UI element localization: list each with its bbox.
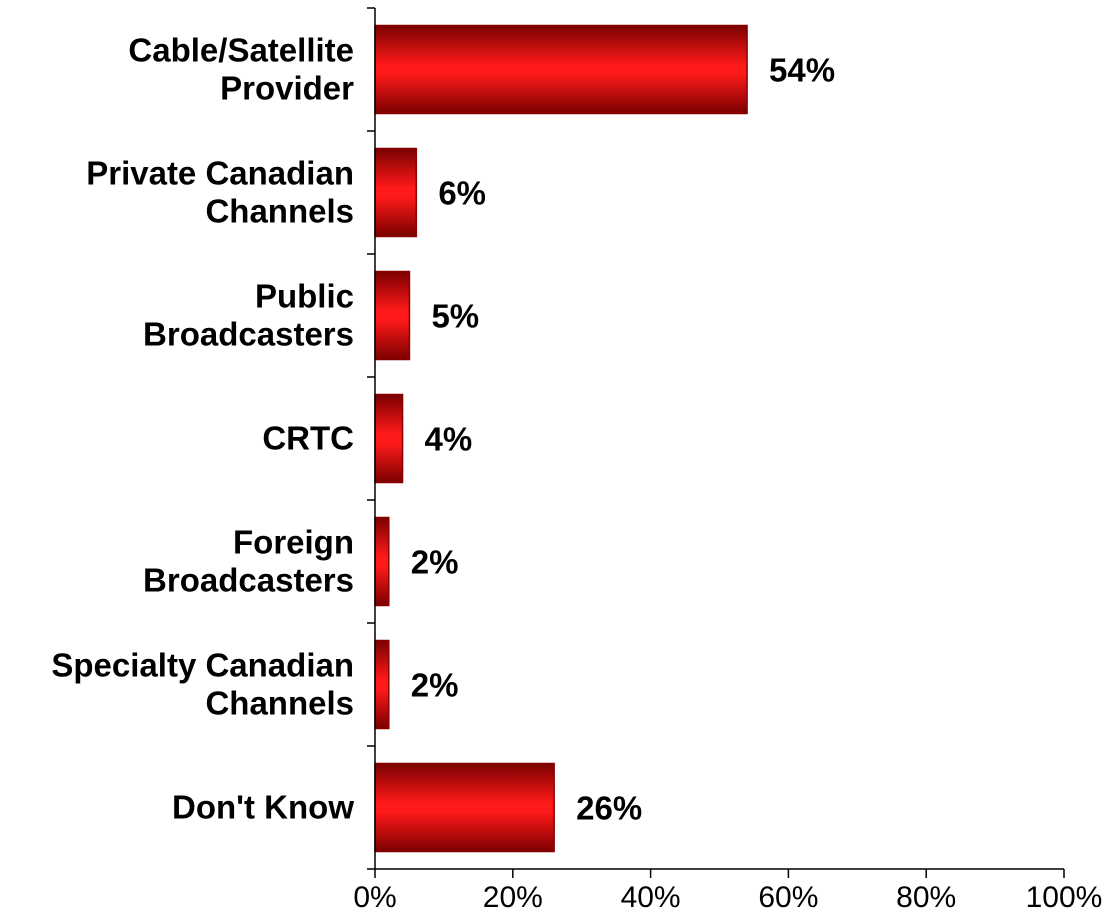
x-tick-label: 60%	[758, 881, 818, 914]
axes-group	[367, 7, 1065, 878]
value-label: 5%	[431, 298, 479, 335]
category-label: CRTC	[262, 420, 354, 457]
category-label: Specialty Canadian Channels	[51, 647, 354, 722]
x-tick-label: 100%	[1026, 881, 1103, 914]
category-label: Public Broadcasters	[143, 278, 354, 353]
x-tick-label: 40%	[621, 881, 681, 914]
bar	[374, 762, 555, 853]
bar	[374, 393, 404, 484]
category-label: Cable/Satellite Provider	[128, 32, 354, 107]
category-label: Foreign Broadcasters	[143, 524, 354, 599]
category-label: Private Canadian Channels	[86, 155, 354, 230]
x-tick-label: 0%	[353, 881, 396, 914]
bar	[374, 24, 748, 115]
value-label: 6%	[438, 175, 486, 212]
category-label: Don't Know	[172, 789, 354, 826]
value-label: 4%	[425, 421, 473, 458]
bar	[374, 270, 411, 361]
bars-group	[374, 24, 748, 853]
bar	[374, 147, 418, 238]
value-label: 26%	[576, 790, 642, 827]
labels-group: 54% Cable/Satellite Provider 6% Private Cana…	[51, 32, 1102, 915]
value-label: 54%	[769, 52, 835, 89]
value-label: 2%	[411, 544, 459, 581]
x-tick-label: 20%	[483, 881, 543, 914]
x-tick-label: 80%	[896, 881, 956, 914]
bar	[374, 516, 390, 607]
value-label: 2%	[411, 667, 459, 704]
bar	[374, 639, 390, 730]
